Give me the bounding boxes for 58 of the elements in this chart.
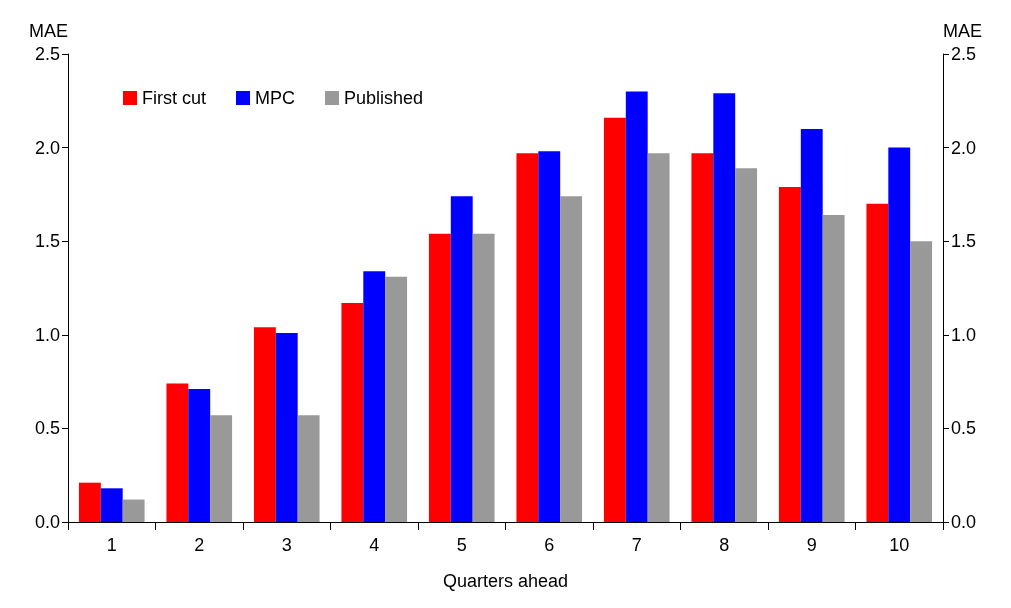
y-tick-label: 2.0 [34, 137, 60, 158]
legend-label: First cut [142, 88, 207, 108]
bar [341, 302, 364, 522]
bar [450, 196, 473, 522]
bar [910, 241, 933, 522]
x-tick-label: 4 [369, 535, 380, 555]
y-tick-label: 0.0 [34, 512, 60, 532]
bar [603, 117, 626, 522]
bar [560, 196, 583, 522]
bar [297, 415, 320, 522]
bar [253, 327, 276, 522]
y2-tick-label: 1.5 [951, 231, 977, 252]
bar [100, 488, 123, 522]
x-tick-label: 2 [194, 535, 205, 555]
x-tick-label: 3 [281, 535, 292, 555]
bar [385, 276, 408, 522]
y2-tick-label: 0.5 [951, 418, 977, 439]
y-axis-title: MAE [28, 21, 68, 41]
bar [166, 383, 189, 522]
y-tick-label: 1.0 [34, 324, 60, 345]
x-tick-label: 5 [456, 535, 467, 555]
bar [516, 153, 539, 522]
bar [822, 214, 845, 522]
bar [275, 332, 298, 522]
x-tick-label: 1 [106, 535, 117, 555]
bar [713, 93, 736, 522]
x-tick-label: 9 [806, 535, 817, 555]
y-tick-label: 2.5 [34, 44, 60, 64]
x-tick-label: 8 [719, 535, 730, 555]
y-tick-label: 1.5 [34, 231, 60, 252]
y2-tick-label: 2.5 [951, 44, 977, 64]
bar [538, 151, 561, 522]
legend-label: Published [344, 88, 424, 108]
bar [866, 203, 889, 522]
bar [625, 91, 648, 522]
bar [735, 168, 758, 522]
bar [78, 482, 101, 522]
bar [691, 153, 714, 522]
y2-tick-label: 2.0 [951, 137, 977, 158]
x-axis-title: Quarters ahead [442, 571, 569, 591]
bar [888, 147, 911, 522]
bar [188, 389, 211, 522]
x-tick-label: 6 [544, 535, 555, 555]
bar [363, 271, 386, 522]
bar [647, 153, 670, 522]
y2-tick-label: 0.0 [951, 512, 977, 532]
x-tick-label: 7 [631, 535, 642, 555]
bar [428, 233, 451, 522]
bar [210, 415, 233, 522]
legend-label: MPC [255, 88, 295, 108]
x-tick-label: 10 [889, 535, 910, 555]
bar [122, 499, 145, 522]
bar [472, 233, 495, 522]
y-tick-label: 0.5 [34, 418, 60, 439]
bar [778, 186, 801, 522]
bar [800, 128, 823, 522]
y2-axis-title: MAE [943, 21, 983, 41]
y2-tick-label: 1.0 [951, 324, 977, 345]
